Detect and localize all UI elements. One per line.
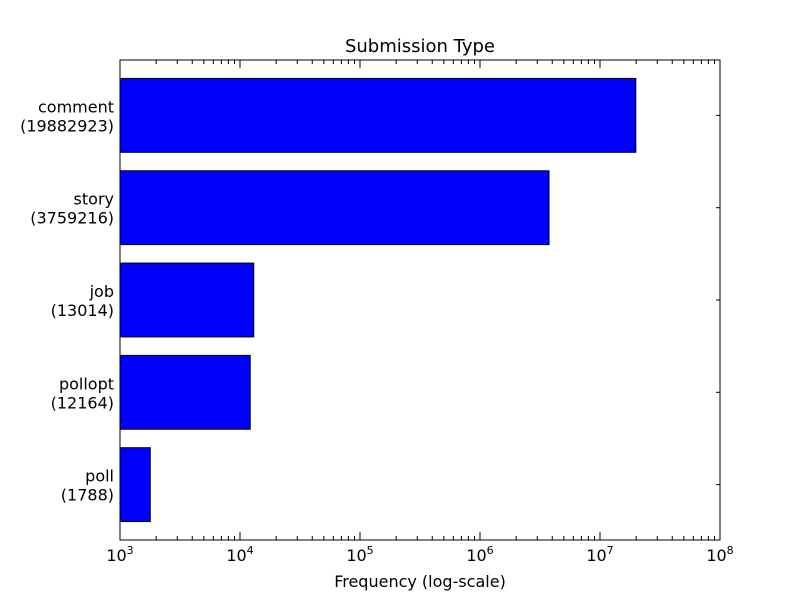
plot-area-frame xyxy=(119,59,721,541)
bar-job xyxy=(119,262,255,338)
chart-title: Submission Type xyxy=(345,36,495,57)
bar-poll xyxy=(119,447,151,523)
x-tick-label: 107 xyxy=(586,544,613,565)
bar-story xyxy=(119,170,550,246)
x-tick-label: 106 xyxy=(466,544,493,565)
x-tick-label: 105 xyxy=(346,544,373,565)
x-tick-label: 103 xyxy=(106,544,133,565)
y-tick-label: job (13014) xyxy=(51,282,114,320)
y-tick-label: poll (1788) xyxy=(61,467,114,505)
bar-pollopt xyxy=(119,354,251,430)
x-axis-title: Frequency (log-scale) xyxy=(334,572,506,591)
bar-comment xyxy=(119,77,637,153)
y-tick-label: pollopt (12164) xyxy=(51,374,114,412)
x-tick-label: 104 xyxy=(226,544,253,565)
axis-labels: comment (19882923) story (3759216) job (13014… xyxy=(20,97,734,565)
bars xyxy=(119,77,637,523)
y-tick-label: story (3759216) xyxy=(30,190,114,228)
x-tick-label: 108 xyxy=(706,544,733,565)
y-tick-label: comment (19882923) xyxy=(20,97,114,135)
